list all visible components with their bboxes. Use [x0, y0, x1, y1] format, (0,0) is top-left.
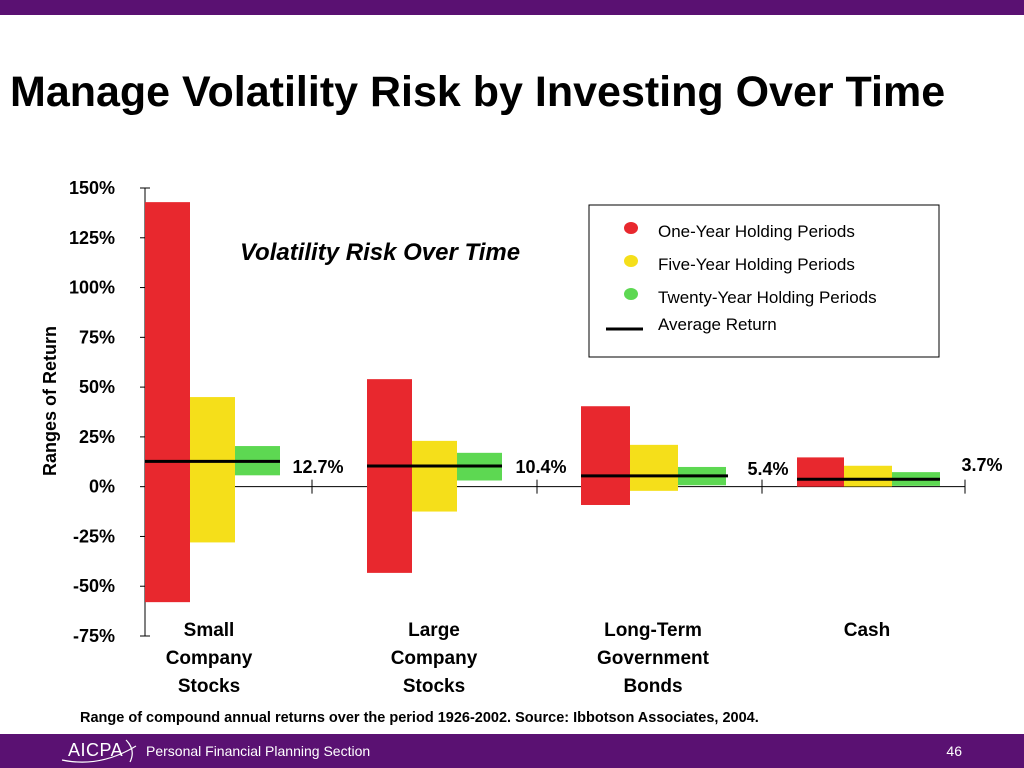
legend-entry: Average Return [658, 315, 777, 334]
bar-five-year-2 [630, 444, 678, 491]
average-return-label: 3.7% [961, 455, 1002, 475]
bar-five-year-0 [190, 397, 235, 543]
category-label: Small [184, 620, 235, 641]
bars [145, 202, 940, 603]
y-tick-label: -50% [73, 576, 115, 596]
chart-title: Volatility Risk Over Time [240, 239, 520, 266]
legend-box [588, 204, 940, 358]
category-label: Stocks [178, 676, 240, 697]
y-tick-label: 25% [79, 427, 115, 447]
legend-swatch [624, 255, 638, 267]
legend-entry: Twenty-Year Holding Periods [658, 288, 877, 307]
y-axis-label: Ranges of Return [40, 326, 60, 476]
legend-swatch [624, 288, 638, 300]
average-return-label: 10.4% [515, 457, 566, 477]
bar-five-year-1 [412, 440, 457, 512]
source-footnote: Range of compound annual returns over th… [80, 710, 759, 726]
y-tick-label: -75% [73, 626, 115, 646]
category-label: Government [597, 648, 710, 669]
y-tick-label: 0% [89, 477, 115, 497]
bar-one-year-3 [797, 457, 844, 487]
top-brand-bar [0, 0, 1024, 15]
legend-swatch [624, 222, 638, 234]
legend-entry: Five-Year Holding Periods [658, 255, 855, 274]
bottom-brand-bar: AICPA Personal Financial Planning Sectio… [0, 734, 1024, 768]
slide-title: Manage Volatility Risk by Investing Over… [10, 68, 946, 116]
bar-one-year-1 [367, 379, 412, 573]
page-number: 46 [946, 743, 962, 759]
legend-entry: One-Year Holding Periods [658, 222, 855, 241]
footer-section-name: Personal Financial Planning Section [146, 743, 371, 759]
category-label: Bonds [623, 676, 682, 697]
category-label: Company [391, 648, 478, 669]
y-tick-label: -25% [73, 526, 115, 546]
bar-five-year-3 [844, 465, 892, 487]
logo-swoosh-icon [61, 739, 137, 763]
bar-one-year-0 [145, 202, 190, 603]
bar-one-year-2 [581, 406, 630, 505]
category-labels: Small Company Stocks Large Company Stocks Long… [166, 620, 891, 697]
average-return-label: 12.7% [292, 457, 343, 477]
y-tick-label: 50% [79, 377, 115, 397]
category-label: Large [408, 620, 460, 641]
category-label: Cash [844, 620, 890, 641]
y-tick-label: 125% [69, 228, 115, 248]
average-lines: 12.7% 10.4% 5.4% 3.7% [145, 455, 1003, 481]
category-label: Long-Term [604, 620, 702, 641]
category-label: Stocks [403, 676, 465, 697]
average-return-label: 5.4% [747, 459, 788, 479]
category-label: Company [166, 648, 253, 669]
aicpa-logo-text: AICPA [68, 740, 124, 760]
legend: One-Year Holding Periods Five-Year Holdin… [588, 204, 940, 358]
y-tick-label: 75% [79, 327, 115, 347]
y-tick-label: 150% [69, 178, 115, 198]
y-tick-label: 100% [69, 278, 115, 298]
